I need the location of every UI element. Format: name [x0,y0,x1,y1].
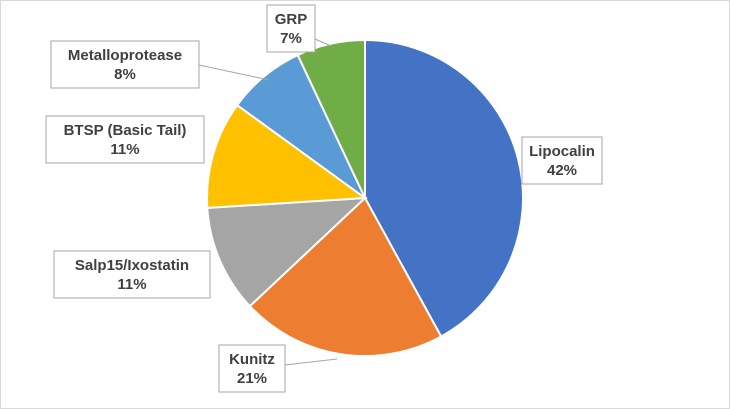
callout-lipocalin: Lipocalin 42% [521,136,603,185]
slice-name-label: Lipocalin [529,143,595,160]
leader-lines [198,38,338,366]
callout-box [45,115,205,164]
data-label-callouts: Lipocalin 42% Kunitz 21% Salp15/Ixostatin 11%… [45,4,603,393]
slice-percent-label: 11% [117,276,146,293]
slice-percent-label: 21% [237,370,267,387]
pie-slice-salp15-ixostatin [206,196,368,308]
slice-name-label: Metalloprotease [68,47,182,64]
slice-percent-label: 8% [114,66,136,83]
callout-box [218,344,286,393]
slice-name-label: GRP [275,11,308,28]
leader-line-grp [314,38,332,47]
callout-box [266,4,316,53]
slice-name-label: BTSP (Basic Tail) [64,122,187,139]
callout-salp15-ixostatin: Salp15/Ixostatin 11% [53,250,211,299]
callout-box [53,250,211,299]
callout-btsp-basic-tail: BTSP (Basic Tail) 11% [45,115,205,164]
slice-percent-label: 42% [547,162,577,179]
slice-percent-label: 7% [280,30,302,47]
pie-slice-lipocalin [364,38,524,338]
callout-kunitz: Kunitz 21% [218,344,286,393]
slice-name-label: Kunitz [229,351,275,368]
pie-slices [205,38,524,357]
callout-metalloprotease: Metalloprotease 8% [50,40,200,89]
callout-box [521,136,603,185]
pie-slice-kunitz [248,196,443,357]
pie-slice-btsp-basic-tail [205,103,368,209]
slice-name-label: Salp15/Ixostatin [75,257,189,274]
leader-line-metalloprotease [198,64,270,81]
slice-percent-label: 11% [110,141,139,158]
pie-slice-grp [296,38,366,199]
callout-grp: GRP 7% [266,4,316,53]
callout-box [50,40,200,89]
leader-line-kunitz [284,358,338,366]
